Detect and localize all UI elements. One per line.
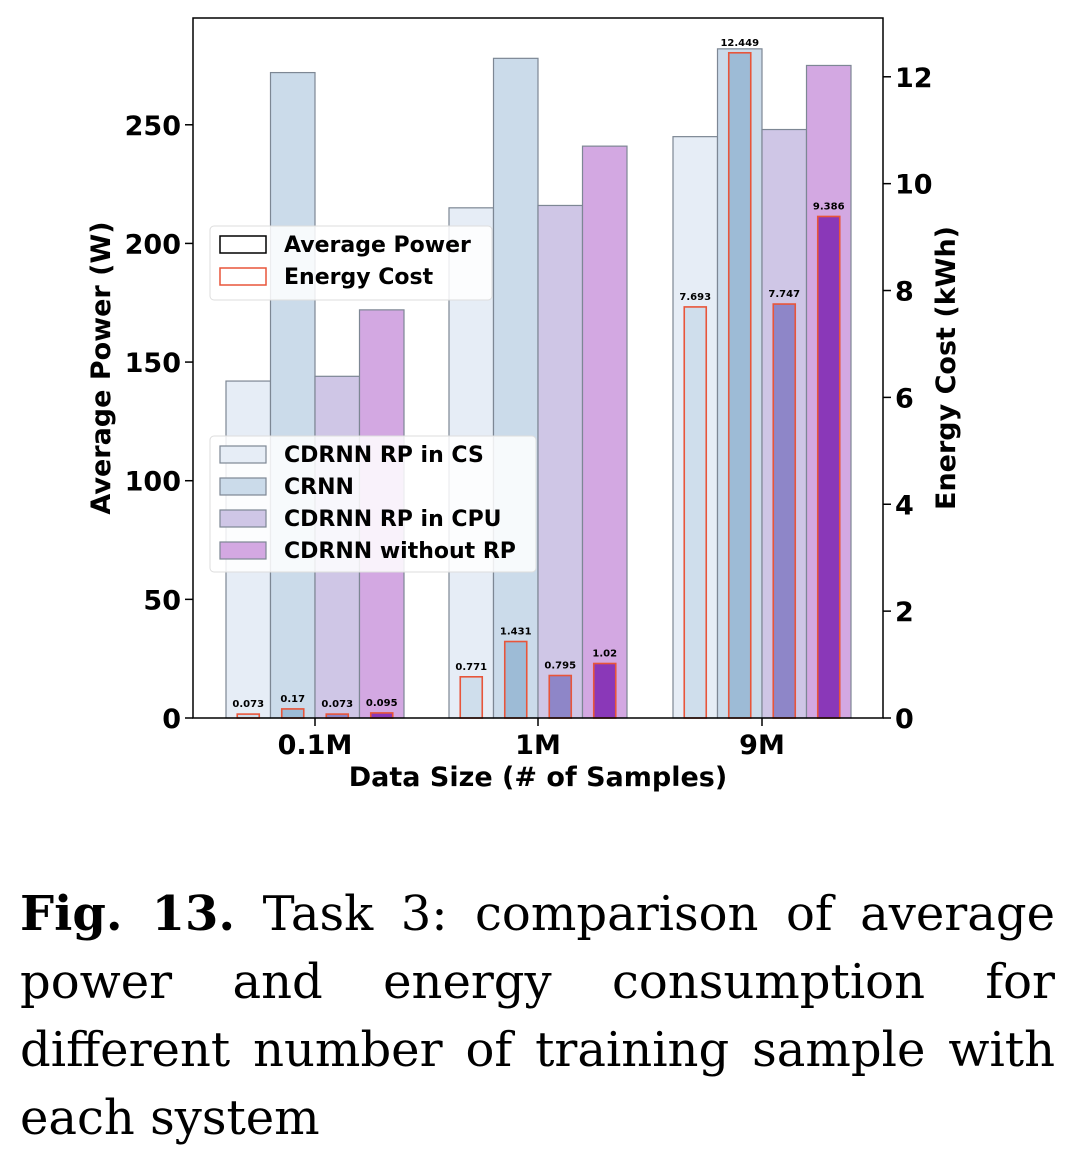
x-axis-title: Data Size (# of Samples): [349, 762, 727, 793]
y2-axis-title: Energy Cost (kWh): [931, 226, 962, 510]
energy-bar-3-1: [592, 662, 617, 719]
energy-label-0-1: 0.771: [455, 662, 487, 673]
legend-metric-label-0: Average Power: [284, 233, 471, 258]
y2-tick-label-3: 6: [895, 383, 914, 414]
energy-bar-1-0: [280, 708, 305, 719]
energy-bar-3-0: [369, 712, 394, 719]
energy-label-2-1: 0.795: [544, 661, 576, 672]
energy-bar-0-2: [683, 306, 708, 719]
legend-systems-label-3: CDRNN without RP: [284, 539, 516, 564]
energy-label-2-2: 7.747: [768, 289, 800, 300]
energy-bar-2-1: [548, 674, 573, 719]
y-tick-label-3: 150: [125, 348, 181, 379]
legend-metric-label-1: Energy Cost: [284, 265, 434, 290]
legend-systems-label-2: CDRNN RP in CPU: [284, 507, 502, 532]
energy-bar-3-2: [816, 215, 841, 719]
y2-tick-label-0: 0: [895, 704, 914, 735]
y2-tick-label-5: 10: [895, 170, 933, 201]
power-bar-3-1: [581, 145, 628, 719]
power-bar-1-0: [269, 71, 316, 719]
x-tick-label-1: 1M: [515, 730, 561, 761]
energy-label-1-2: 12.449: [720, 38, 759, 49]
figure-caption: Fig. 13. Task 3: comparison of average p…: [20, 880, 1055, 1152]
energy-label-2-0: 0.073: [321, 699, 353, 710]
energy-label-3-1: 1.02: [592, 648, 617, 659]
legend-systems-label-1: CRNN: [284, 475, 354, 500]
caption-text: Task 3: comparison of average power and …: [20, 886, 1056, 1146]
y-tick-label-0: 0: [162, 704, 181, 735]
legend-metric-swatch-0: [219, 235, 267, 254]
caption-label: Fig. 13.: [20, 886, 236, 942]
x-tick-label-2: 9M: [739, 730, 785, 761]
legend-systems-box: [209, 435, 537, 573]
legend-systems-swatch-3: [219, 541, 267, 560]
energy-label-3-2: 9.386: [813, 201, 845, 212]
y-axis-title: Average Power (W): [86, 221, 117, 514]
chart-svg: 0.073 0.771 7.693 0.17 1.431 12.449 0.073 0.795…: [86, 17, 962, 793]
legend-systems-swatch-0: [219, 445, 267, 464]
energy-bar-1-2: [727, 51, 752, 719]
energy-label-1-1: 1.431: [500, 627, 532, 638]
legend-metric-swatch-1: [219, 267, 267, 286]
energy-bar-0-1: [459, 676, 484, 719]
y2-tick-label-1: 2: [895, 597, 914, 628]
energy-label-0-2: 7.693: [679, 292, 711, 303]
x-tick-label-0: 0.1M: [278, 730, 353, 761]
legend-systems-swatch-2: [219, 509, 267, 528]
power-bar-2-1: [537, 204, 584, 719]
y2-tick-label-2: 4: [895, 490, 914, 521]
power-bar-1-1: [492, 57, 539, 719]
y-tick-label-4: 200: [125, 229, 181, 260]
y2-tick-label-4: 8: [895, 277, 914, 308]
energy-label-0-0: 0.073: [232, 699, 264, 710]
chart: 0.073 0.771 7.693 0.17 1.431 12.449 0.073 0.795…: [86, 17, 962, 793]
legend-metric-box: [209, 225, 493, 301]
energy-label-3-0: 0.095: [366, 698, 398, 709]
energy-label-1-0: 0.17: [280, 694, 305, 705]
legend-systems-swatch-1: [219, 477, 267, 496]
y-tick-label-5: 250: [125, 111, 181, 142]
y-tick-label-2: 100: [125, 467, 181, 498]
y2-tick-label-6: 12: [895, 63, 933, 94]
energy-bar-2-2: [772, 303, 797, 719]
legend-systems-label-0: CDRNN RP in CS: [284, 443, 484, 468]
y-tick-label-1: 50: [143, 585, 181, 616]
energy-bar-1-1: [503, 640, 528, 719]
